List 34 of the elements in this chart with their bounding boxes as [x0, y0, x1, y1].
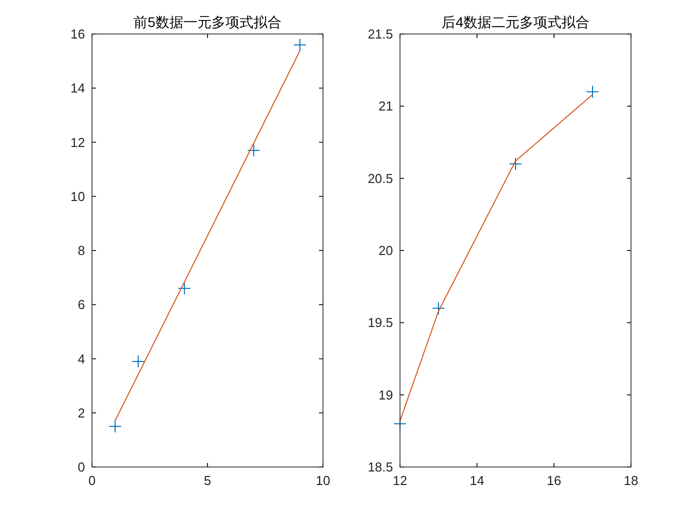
point [586, 85, 599, 98]
x-tick-label: 0 [88, 473, 96, 488]
y-tick-label: 6 [78, 297, 85, 312]
y-tick-label: 14 [70, 80, 85, 96]
y-tick-label: 2 [78, 405, 85, 420]
y-tick-label: 4 [78, 351, 85, 366]
point [293, 38, 306, 52]
chart-title: 前5数据一元多项式拟合 [134, 14, 282, 30]
point [509, 157, 522, 170]
x-tick-label: 16 [546, 473, 562, 488]
x-tick-label: 5 [204, 473, 212, 488]
y-tick-label: 19 [378, 387, 393, 402]
y-tick-label: 20.5 [368, 170, 393, 186]
y-tick-label: 8 [78, 243, 85, 258]
y-tick-label: 21.5 [368, 26, 393, 42]
y-tick-label: 16 [70, 26, 85, 42]
point [432, 302, 445, 315]
y-tick-label: 0 [78, 460, 85, 474]
point [132, 354, 145, 368]
y-tick-label: 19.5 [368, 315, 393, 330]
line-series [400, 94, 593, 422]
x-tick-label: 12 [392, 473, 408, 488]
y-tick-label: 10 [70, 188, 85, 204]
y-tick-label: 21 [378, 98, 393, 114]
y-tick-label: 18.5 [368, 460, 393, 474]
x-tick-label: 14 [470, 473, 484, 488]
point [247, 144, 260, 157]
y-tick-label: 12 [70, 134, 85, 150]
point [178, 282, 191, 295]
chart-title: 后4数据二元多项式拟合 [442, 14, 590, 30]
x-tick-label: 10 [316, 473, 330, 488]
point [108, 420, 122, 433]
y-tick-label: 20 [378, 243, 393, 258]
x-tick-label: 18 [624, 473, 638, 488]
